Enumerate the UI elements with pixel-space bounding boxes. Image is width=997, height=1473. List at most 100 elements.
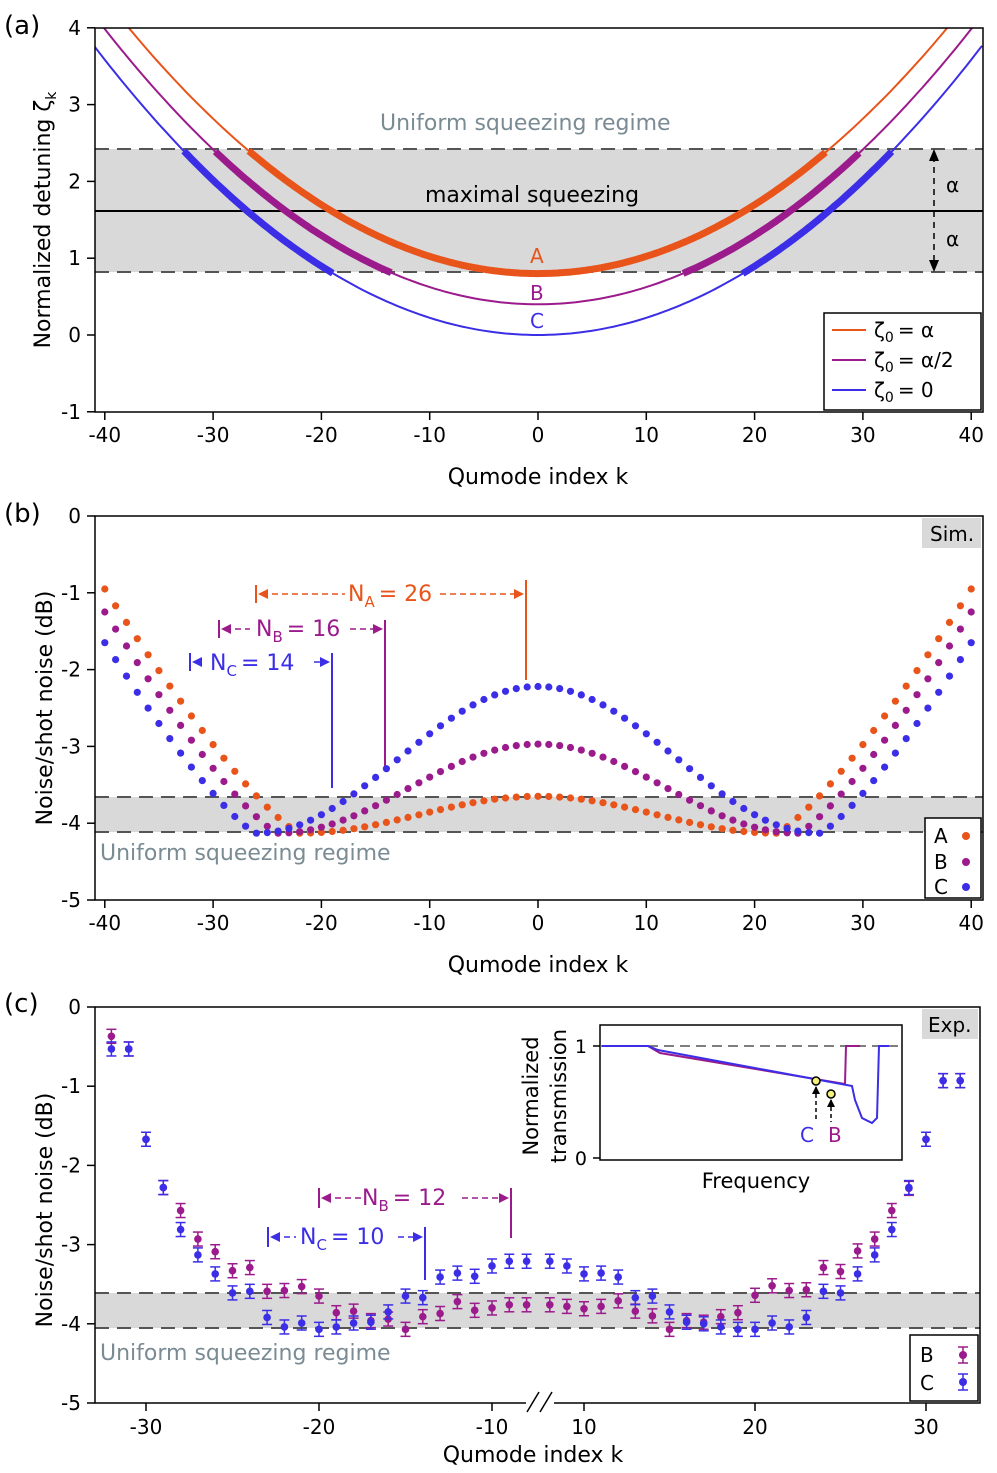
sim-point-c: [285, 824, 293, 833]
sim-point-c: [891, 749, 900, 757]
sim-point-b: [945, 642, 954, 650]
sim-point-c: [859, 789, 867, 798]
legend-entry-c: ζ0 = 0: [874, 378, 934, 406]
exp-point-c: [192, 1247, 203, 1263]
sim-point-a: [209, 741, 217, 749]
exp-point-c: [279, 1319, 290, 1335]
exp-point-b: [504, 1297, 515, 1313]
marker: [315, 1292, 323, 1300]
sim-point-a: [945, 618, 954, 627]
exp-point-b: [521, 1297, 532, 1313]
exp-point-c: [596, 1265, 607, 1281]
sim-point-b: [534, 740, 542, 748]
exp-point-c: [123, 1041, 134, 1057]
panel-a-xtick-label-7: 30: [850, 423, 875, 447]
sim-point-c: [707, 782, 715, 790]
sim-point-c: [783, 824, 791, 833]
sim-point-a: [859, 741, 867, 749]
sim-point-b: [112, 625, 120, 633]
sim-point-a: [686, 818, 694, 827]
marker: [124, 1045, 133, 1053]
inset-pointer-b-head: [827, 1099, 835, 1107]
marker: [470, 1272, 479, 1281]
marker: [853, 1270, 862, 1278]
marker: [246, 1287, 254, 1296]
legend-c-marker-b: [958, 1346, 968, 1364]
marker: [717, 1323, 725, 1331]
sim-point-c: [740, 804, 748, 813]
inset-label-c: C: [800, 1123, 814, 1147]
sim-point-a: [642, 808, 650, 816]
inset-xlabel: Frequency: [702, 1169, 811, 1193]
sim-point-c: [588, 695, 596, 704]
exp-point-b: [613, 1293, 624, 1309]
sim-point-b: [751, 823, 759, 831]
marker: [580, 1304, 588, 1313]
marker: [107, 1032, 116, 1041]
sim-point-b: [187, 736, 195, 744]
exp-point-c: [750, 1321, 760, 1338]
sim-point-b: [209, 764, 217, 772]
marker: [349, 1307, 358, 1315]
sim-point-a: [458, 801, 466, 809]
exp-point-b: [262, 1283, 273, 1300]
sim-point-a: [393, 816, 401, 824]
exp-point-c: [784, 1319, 795, 1335]
panel-c-ytick-label-0: -5: [61, 1391, 81, 1415]
sim-point-a: [155, 667, 163, 675]
curve-a-letter: A: [530, 244, 544, 268]
sim-point-a: [101, 585, 109, 593]
sim-point-a: [588, 797, 596, 805]
marker: [419, 1293, 427, 1302]
alpha-label-upper: α: [946, 173, 959, 197]
panel-c-label: (c): [4, 989, 39, 1019]
panel-c-ylabel: Noise/shot noise (dB): [33, 1093, 58, 1328]
sim-point-c: [837, 812, 845, 821]
marker: [648, 1292, 657, 1300]
marker: [853, 1247, 862, 1255]
panel-a-ytick-label-0: -1: [61, 400, 81, 424]
marker: [580, 1270, 588, 1278]
sim-point-b: [686, 796, 694, 804]
exp-point-c: [106, 1041, 117, 1057]
sim-point-b: [621, 762, 629, 771]
exp-point-c: [903, 1179, 914, 1196]
sim-point-c: [610, 707, 618, 715]
panel-c-xlabel: Qumode index k: [443, 1443, 624, 1468]
sim-point-c: [826, 822, 835, 830]
sim-point-c: [512, 685, 520, 693]
panel-a-curves: [95, 28, 983, 336]
panel-c-xtick-label-2: -10: [476, 1415, 509, 1439]
panel-a-ytick-label-2: 1: [68, 246, 81, 270]
sim-point-c: [534, 682, 542, 691]
sim-point-c: [870, 777, 878, 785]
sim-point-b: [231, 790, 239, 798]
sim-point-c: [339, 797, 347, 806]
sim-point-c: [177, 749, 185, 757]
sim-point-c: [415, 738, 423, 746]
sim-point-c: [155, 719, 163, 728]
sim-point-a: [252, 792, 260, 800]
sim-point-a: [382, 818, 390, 827]
marker: [870, 1235, 879, 1243]
inset-marker-c: [811, 1076, 821, 1086]
panel-b-points: [101, 585, 975, 837]
marker: [905, 1183, 913, 1192]
sim-point-b: [729, 816, 737, 824]
sim-point-a: [501, 794, 510, 802]
sim-point-b: [307, 826, 315, 834]
inset-ylabel-line1: Normalized: [519, 1036, 543, 1155]
sim-point-b: [101, 608, 109, 616]
sim-point-c: [881, 763, 889, 771]
marker: [505, 1300, 514, 1309]
panel-c-xtick-label-3: 10: [571, 1415, 596, 1439]
sim-point-a: [556, 793, 564, 801]
marker: [751, 1291, 759, 1300]
sim-point-c: [848, 801, 856, 810]
sim-point-c: [252, 829, 260, 837]
sim-point-a: [924, 651, 932, 659]
inset-pointer-c-head: [812, 1086, 820, 1094]
exp-point-c: [544, 1253, 555, 1269]
sim-point-b: [393, 790, 401, 799]
exp-point-b: [175, 1202, 186, 1219]
